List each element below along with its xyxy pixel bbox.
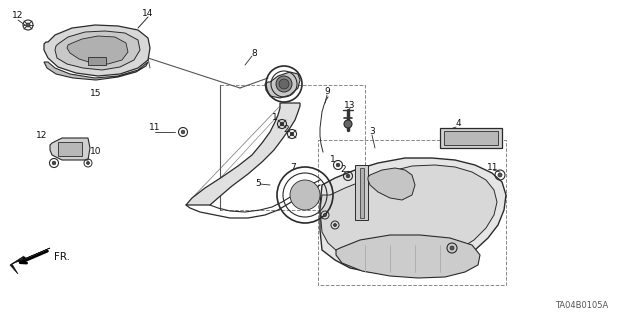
Polygon shape <box>10 248 50 274</box>
Bar <box>444 131 498 145</box>
Circle shape <box>86 161 90 165</box>
Circle shape <box>344 120 352 128</box>
Polygon shape <box>320 165 497 267</box>
Circle shape <box>276 76 292 92</box>
Text: 14: 14 <box>142 9 154 18</box>
Polygon shape <box>88 57 106 65</box>
Text: 2: 2 <box>340 166 346 174</box>
Polygon shape <box>67 36 128 64</box>
Polygon shape <box>355 165 368 220</box>
Polygon shape <box>360 168 364 218</box>
Text: 13: 13 <box>344 100 356 109</box>
Text: 8: 8 <box>251 48 257 57</box>
Circle shape <box>323 213 326 217</box>
Bar <box>220 85 365 210</box>
Text: 12: 12 <box>12 11 24 19</box>
Circle shape <box>279 79 289 89</box>
Text: 7: 7 <box>290 164 296 173</box>
Polygon shape <box>50 138 90 160</box>
Polygon shape <box>368 168 415 200</box>
Text: 12: 12 <box>36 131 48 140</box>
Text: 11: 11 <box>149 123 161 132</box>
Polygon shape <box>265 72 300 98</box>
Text: 11: 11 <box>487 164 499 173</box>
Bar <box>318 140 506 285</box>
Text: FR.: FR. <box>54 252 70 262</box>
Circle shape <box>280 122 284 126</box>
Polygon shape <box>336 235 480 278</box>
Text: 2: 2 <box>283 124 289 133</box>
Text: 1: 1 <box>330 155 336 165</box>
Bar <box>440 128 502 148</box>
Text: 10: 10 <box>90 147 102 157</box>
Text: 3: 3 <box>369 128 375 137</box>
Text: 2: 2 <box>318 203 324 211</box>
Polygon shape <box>44 25 150 76</box>
Text: 9: 9 <box>324 87 330 97</box>
Text: 5: 5 <box>255 179 261 188</box>
Text: TA04B0105A: TA04B0105A <box>556 300 609 309</box>
Circle shape <box>450 246 454 250</box>
Text: 1: 1 <box>328 212 334 221</box>
Text: 15: 15 <box>90 90 102 99</box>
Polygon shape <box>58 142 82 156</box>
Polygon shape <box>44 62 148 80</box>
Polygon shape <box>55 31 140 70</box>
Circle shape <box>52 161 56 165</box>
Text: 1: 1 <box>272 114 278 122</box>
Circle shape <box>290 132 294 136</box>
Circle shape <box>181 130 185 134</box>
Text: 4: 4 <box>455 120 461 129</box>
Text: 11: 11 <box>444 239 456 248</box>
Circle shape <box>498 173 502 177</box>
Circle shape <box>336 163 340 167</box>
Circle shape <box>26 23 30 27</box>
Polygon shape <box>186 103 300 205</box>
Circle shape <box>290 180 320 210</box>
Polygon shape <box>320 158 506 274</box>
Circle shape <box>333 224 337 226</box>
Circle shape <box>346 174 350 178</box>
